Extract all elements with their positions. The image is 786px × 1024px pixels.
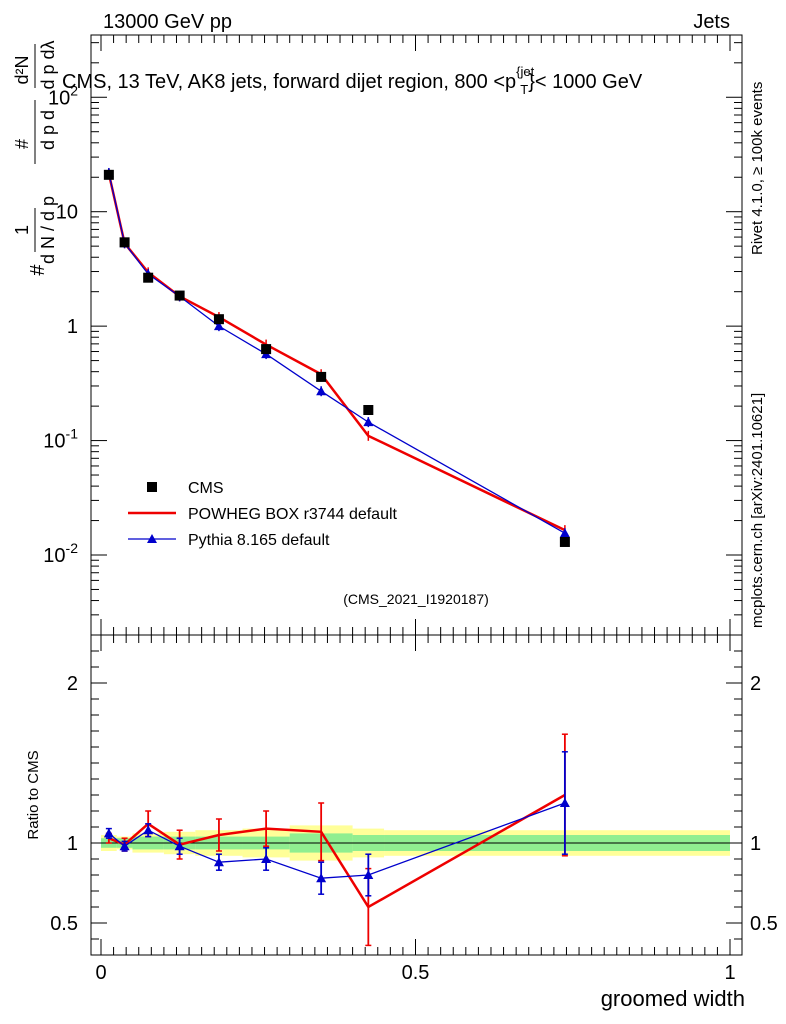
legend-marker-pythia [147,534,157,543]
pythia-ratio-point [363,870,374,879]
legend-label: Pythia 8.165 default [188,532,330,549]
pythia-ratio-point [174,841,185,851]
y-tick-label-main: 102 [48,82,78,109]
y-tick-label-ratio: 1 [67,833,78,855]
pythia-point [213,321,224,331]
pythia-ratio-point [213,857,224,867]
svg-text:d p d: d p d [38,110,58,150]
pythia-point [363,417,374,427]
mcplots-citation-text: mcplots.cern.ch [arXiv:2401.10621] [749,393,766,628]
pythia-ratio-point [103,828,114,838]
cms-data-point [119,237,130,248]
legend-label: POWHEG BOX r3744 default [188,506,398,523]
svg-text:#: # [27,264,49,276]
x-tick-label: 1 [724,962,735,984]
cms-data-point [261,344,272,355]
rivet-version-text: Rivet 4.1.0, ≥ 100k events [749,82,766,255]
cms-data-point [363,404,374,415]
pythia-line [108,172,566,534]
svg-text:d²N: d²N [12,55,32,84]
pythia-ratio-point [143,825,154,835]
y-tick-label-ratio-right: 1 [750,833,761,855]
cms-data-point [143,272,154,283]
pythia-ratio-point [316,873,327,883]
y-tick-label-ratio-right: 0.5 [750,913,778,935]
y-tick-label-ratio-right: 2 [750,673,761,695]
pythia-ratio-point [119,841,130,851]
pythia-point [316,386,327,396]
pythia-point [559,528,570,538]
x-axis-label: groomed width [601,986,745,1011]
ratio-series-layer [103,733,570,947]
svg-text:#: # [12,139,32,149]
x-tick-label: 0 [95,962,106,984]
cms-data-point [316,371,327,382]
cms-data-point [103,169,114,180]
y-tick-label-main: 1 [67,316,78,338]
analysis-id: (CMS_2021_I1920187) [343,591,489,607]
legend: CMS POWHEG BOX r3744 default Pythia 8.165 … [128,480,398,549]
main-series-layer [103,167,570,547]
svg-text:1: 1 [12,225,32,235]
legend-label: CMS [188,480,224,497]
ratio-panel-frame [90,634,743,956]
main-axis-ticks: 10-2 10-1 1 10 102 0 0.5 1 [43,35,742,984]
cms-data-point [559,536,570,547]
x-tick-label: 0.5 [402,962,430,984]
pythia-ratio-point [559,798,570,807]
ratio-axis-ticks: 0.5 0.5 1 1 2 2 [50,650,778,940]
legend-marker-cms [147,482,157,492]
y-tick-label-main: 10-1 [43,426,78,453]
header-left: 13000 GeV pp [103,11,232,33]
plot-title: CMS, 13 TeV, AK8 jets, forward dijet reg… [62,64,643,97]
y-tick-label-ratio: 2 [67,673,78,695]
y-axis-label-ratio: Ratio to CMS [25,750,42,839]
pythia-ratio-point [261,854,272,863]
svg-text:d N / d p: d N / d p [38,196,58,264]
powheg-line [107,173,566,532]
y-tick-label-main: 10 [56,202,78,224]
header-right: Jets [693,11,730,33]
cms-data-point [213,314,224,325]
cms-data-point [174,290,185,301]
y-axis-label-main: # 1 d N / d p # d p d d²N d p dλ [12,40,58,275]
svg-text:d p dλ: d p dλ [38,40,58,89]
y-tick-label-ratio: 0.5 [50,913,78,935]
y-tick-label-main: 10-2 [43,540,78,567]
